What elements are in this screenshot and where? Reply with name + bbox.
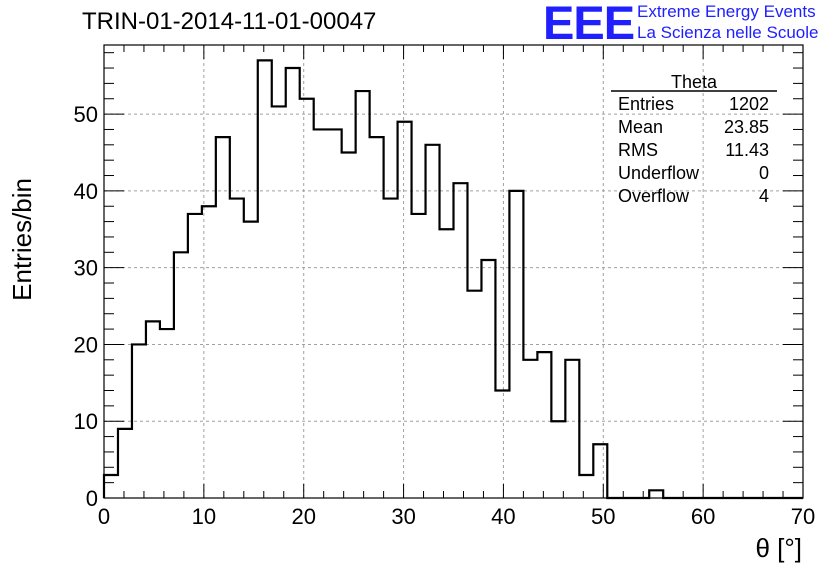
- histogram-bin: [160, 329, 174, 498]
- stats-label: Underflow: [618, 163, 700, 183]
- histogram-bin: [551, 421, 565, 498]
- histogram-bins: [102, 59, 803, 500]
- histogram-bin: [104, 475, 118, 498]
- logo-text-line2: La Scienza nelle Scuole: [637, 23, 819, 42]
- histogram-bin: [342, 152, 356, 498]
- histogram-bin: [481, 260, 495, 498]
- histogram-bin: [132, 344, 146, 498]
- histogram-bin: [300, 99, 314, 498]
- histogram-bin: [412, 214, 426, 498]
- histogram-bin: [370, 137, 384, 498]
- x-tick-label: 60: [691, 504, 715, 529]
- histogram-bin: [146, 321, 160, 498]
- y-tick-label: 30: [74, 256, 98, 281]
- y-tick-label: 40: [74, 179, 98, 204]
- histogram-bin: [286, 68, 300, 498]
- stats-value: 11.43: [725, 140, 769, 160]
- histogram-bin: [384, 199, 398, 498]
- stats-value: 0: [759, 163, 769, 183]
- x-tick-label: 20: [291, 504, 315, 529]
- histogram-bin: [202, 206, 216, 498]
- chart-title: TRIN-01-2014-11-01-00047: [82, 8, 377, 35]
- logo-text-line1: Extreme Energy Events: [637, 2, 816, 21]
- histogram-bin: [537, 352, 551, 498]
- histogram-bin: [174, 252, 188, 498]
- histogram-bin: [356, 91, 370, 498]
- histogram-bin: [216, 137, 230, 498]
- histogram-bin: [509, 191, 523, 498]
- histogram-bin: [440, 229, 454, 498]
- stats-label: Mean: [618, 117, 663, 137]
- axis-ticks: [103, 45, 804, 499]
- y-tick-label: 0: [86, 486, 98, 511]
- histogram-bin: [565, 360, 579, 498]
- plot-frame: [103, 44, 804, 499]
- x-tick-label: 50: [591, 504, 615, 529]
- y-tick-labels: 0 10 20 30 40 50: [74, 102, 98, 511]
- histogram-bin: [328, 129, 342, 498]
- histogram-bin: [258, 60, 272, 498]
- histogram-bin: [244, 222, 258, 498]
- y-tick-label: 20: [74, 332, 98, 357]
- histogram-bin: [188, 214, 202, 498]
- stats-label: RMS: [618, 140, 658, 160]
- stats-value: 23.85: [724, 117, 769, 137]
- stats-title: Theta: [671, 72, 718, 92]
- stats-value: 1202: [729, 94, 769, 114]
- stats-label: Overflow: [618, 186, 690, 206]
- histogram-bin: [118, 429, 132, 498]
- histogram-bin: [593, 444, 607, 498]
- histogram-bin: [579, 475, 593, 498]
- x-tick-labels: 0 10 20 30 40 50 60 70: [98, 504, 815, 529]
- plot-border: [103, 44, 804, 499]
- x-tick-label: 70: [791, 504, 815, 529]
- histogram-bin: [230, 199, 244, 498]
- histogram-bin: [649, 490, 663, 498]
- histogram-bin: [523, 360, 537, 498]
- x-tick-label: 10: [192, 504, 216, 529]
- x-tick-label: 40: [491, 504, 515, 529]
- histogram-bin: [467, 291, 481, 498]
- x-axis-title: θ [°]: [755, 533, 802, 563]
- y-tick-label: 10: [74, 409, 98, 434]
- histogram-bin: [272, 106, 286, 498]
- histogram-bin: [314, 129, 328, 498]
- stats-value: 4: [759, 186, 769, 206]
- eee-logo: EEE: [543, 0, 635, 49]
- x-tick-label: 30: [391, 504, 415, 529]
- histogram-bin: [398, 122, 412, 498]
- histogram-bin: [454, 183, 468, 498]
- y-axis-title: Entries/bin: [7, 178, 37, 301]
- histogram-bin: [426, 145, 440, 498]
- x-tick-label: 0: [98, 504, 110, 529]
- stats-label: Entries: [618, 94, 674, 114]
- histogram-bin: [495, 391, 509, 498]
- y-tick-label: 50: [74, 102, 98, 127]
